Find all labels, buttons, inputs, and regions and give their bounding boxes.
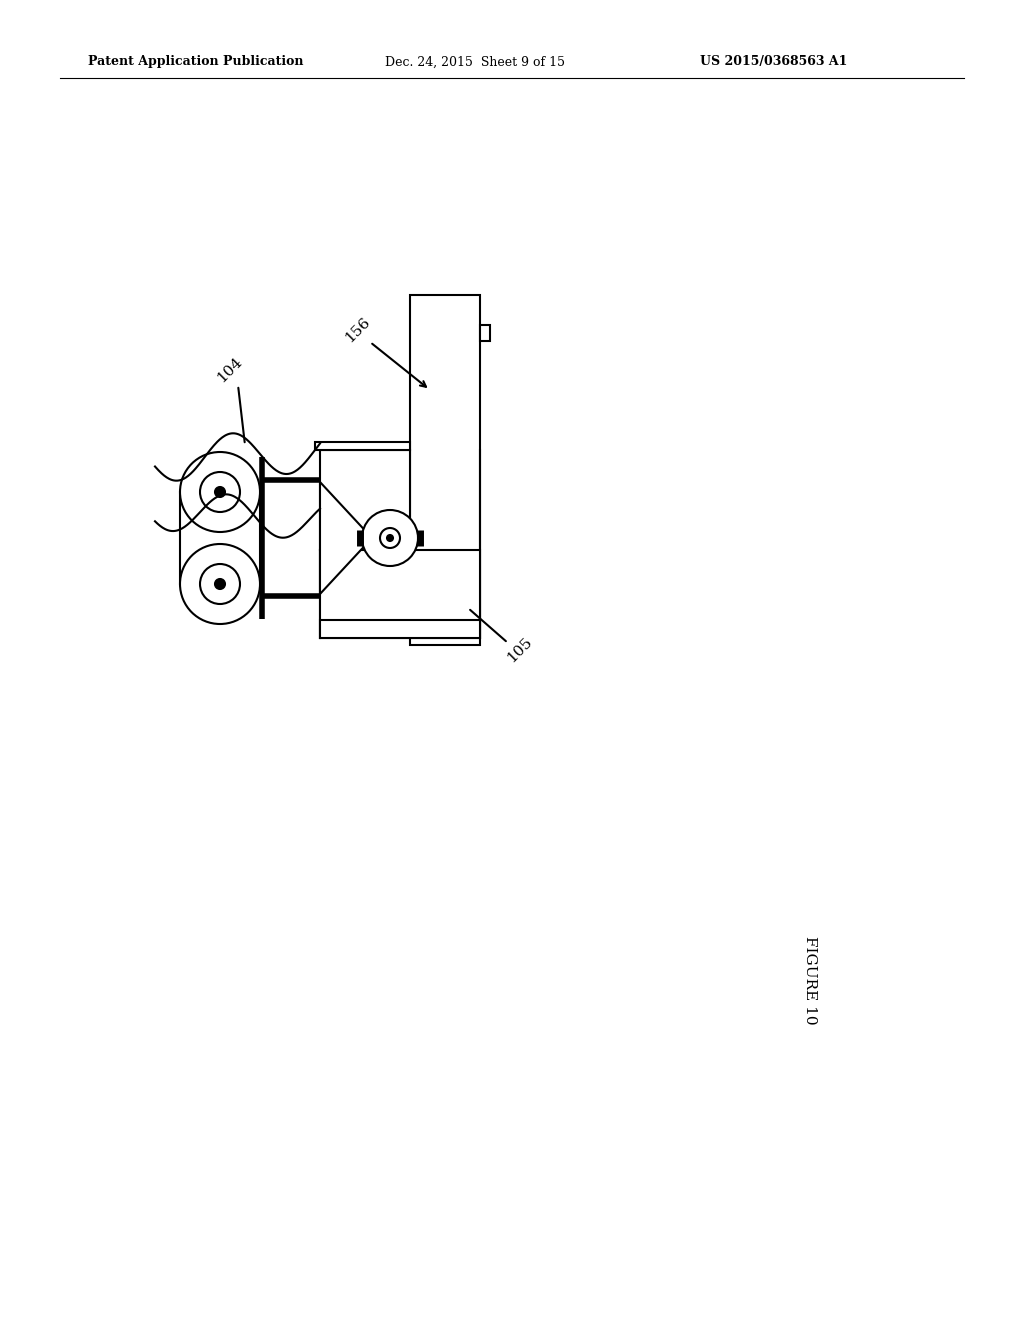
Bar [319,620,480,638]
Circle shape [180,451,260,532]
Text: 156: 156 [343,314,373,346]
Bar [480,325,490,341]
Bar [319,450,410,550]
Circle shape [387,535,393,541]
Circle shape [215,487,225,498]
Circle shape [215,579,225,589]
Text: Patent Application Publication: Patent Application Publication [88,55,303,69]
Circle shape [180,544,260,624]
Bar [410,294,480,645]
Text: FIGURE 10: FIGURE 10 [803,936,817,1024]
Text: 104: 104 [215,355,246,385]
Text: Dec. 24, 2015  Sheet 9 of 15: Dec. 24, 2015 Sheet 9 of 15 [385,55,565,69]
Text: 105: 105 [505,635,536,665]
Polygon shape [319,550,480,638]
Circle shape [200,473,240,512]
Polygon shape [319,482,372,594]
Bar [315,442,410,450]
Circle shape [362,510,418,566]
Text: US 2015/0368563 A1: US 2015/0368563 A1 [700,55,848,69]
Circle shape [200,564,240,605]
Circle shape [380,528,400,548]
